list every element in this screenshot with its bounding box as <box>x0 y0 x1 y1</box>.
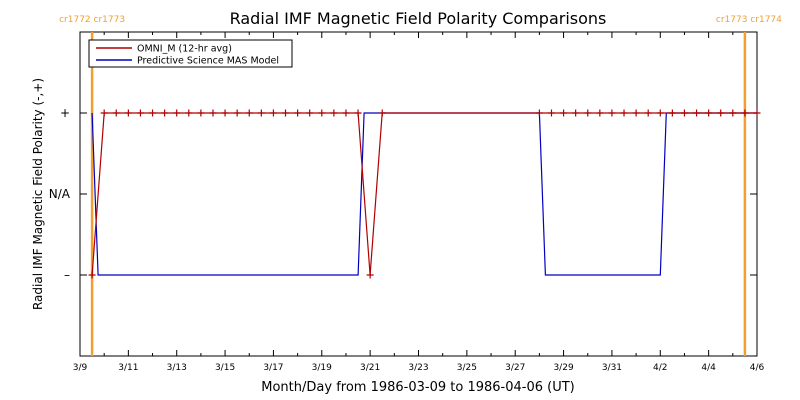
series-line <box>91 112 757 276</box>
data-point-plus <box>680 109 688 117</box>
x-tick-label: 3/19 <box>312 363 332 373</box>
data-point-plus <box>656 109 664 117</box>
x-tick-label: 3/27 <box>505 363 525 373</box>
data-point-plus <box>221 109 229 117</box>
data-point-plus <box>535 109 543 117</box>
data-point-plus <box>185 109 193 117</box>
data-point-plus <box>233 109 241 117</box>
data-point-plus <box>717 109 725 117</box>
x-tick-label: 3/29 <box>553 363 573 373</box>
data-point-plus <box>729 109 737 117</box>
x-tick-label: 4/6 <box>750 363 765 373</box>
data-point-plus <box>257 109 265 117</box>
series-line <box>91 112 757 276</box>
data-point-plus <box>330 109 338 117</box>
data-point-plus <box>620 109 628 117</box>
y-tick-label: + <box>60 106 70 120</box>
data-point-plus <box>173 109 181 117</box>
y-axis-label: Radial IMF Magnetic Field Polarity (-,+) <box>31 78 45 310</box>
data-point-plus <box>100 109 108 117</box>
x-tick-label: 3/15 <box>215 363 235 373</box>
data-point-plus <box>608 109 616 117</box>
data-point-plus <box>644 109 652 117</box>
data-point-plus <box>209 109 217 117</box>
data-point-plus <box>318 109 326 117</box>
data-point-plus <box>161 109 169 117</box>
x-axis-label: Month/Day from 1986-03-09 to 1986-04-06 … <box>261 380 574 395</box>
data-point-plus <box>596 109 604 117</box>
data-point-plus <box>88 271 96 279</box>
carrington-label: cr1772 cr1773 <box>59 15 125 25</box>
x-tick-label: 3/9 <box>73 363 88 373</box>
data-point-plus <box>547 109 555 117</box>
data-point-plus <box>294 109 302 117</box>
data-point-plus <box>632 109 640 117</box>
carrington-markers: cr1772 cr1773 cr1773 cr1774 <box>59 15 782 356</box>
x-tick-label: 3/11 <box>118 363 138 373</box>
data-point-plus <box>112 109 120 117</box>
series-layer <box>88 109 761 279</box>
x-tick-label: 3/21 <box>360 363 380 373</box>
data-point-plus <box>705 109 713 117</box>
data-point-plus <box>741 109 749 117</box>
data-point-plus <box>282 109 290 117</box>
data-point-plus <box>306 109 314 117</box>
legend-label-mas: Predictive Science MAS Model <box>137 56 279 67</box>
x-tick-label: 3/25 <box>457 363 477 373</box>
y-tick-label: – <box>64 268 70 282</box>
legend-label-omni: OMNI_M (12-hr avg) <box>137 44 232 55</box>
data-point-plus <box>366 271 374 279</box>
data-point-plus <box>245 109 253 117</box>
data-point-plus <box>668 109 676 117</box>
axis-ticks: 3/9 3/11 3/13 3/15 3/17 3/19 3/21 3/23 3/25 3/27 3… <box>49 32 765 373</box>
data-point-plus <box>269 109 277 117</box>
data-point-plus <box>149 109 157 117</box>
y-tick-label: N/A <box>49 187 71 201</box>
x-tick-label: 4/4 <box>701 363 716 373</box>
data-point-plus <box>342 109 350 117</box>
x-tick-label: 3/31 <box>602 363 622 373</box>
x-tick-label: 3/17 <box>263 363 283 373</box>
x-tick-label: 4/2 <box>653 363 667 373</box>
data-point-plus <box>572 109 580 117</box>
data-point-plus <box>124 109 132 117</box>
data-point-plus <box>584 109 592 117</box>
legend-box <box>88 39 293 68</box>
x-tick-label: 3/23 <box>408 363 428 373</box>
data-point-plus <box>560 109 568 117</box>
plot-frame <box>79 31 758 357</box>
legend: OMNI_M (12-hr avg) Predictive Science MA… <box>88 39 293 68</box>
data-point-plus <box>354 109 362 117</box>
data-point-plus <box>753 109 761 117</box>
data-point-plus <box>378 109 386 117</box>
carrington-label: cr1773 cr1774 <box>716 15 782 25</box>
x-tick-label: 3/13 <box>167 363 187 373</box>
chart-title: Radial IMF Magnetic Field Polarity Compa… <box>230 9 607 28</box>
data-point-plus <box>693 109 701 117</box>
data-point-plus <box>136 109 144 117</box>
data-point-plus <box>197 109 205 117</box>
